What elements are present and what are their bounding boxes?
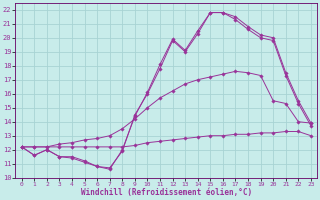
- X-axis label: Windchill (Refroidissement éolien,°C): Windchill (Refroidissement éolien,°C): [81, 188, 252, 197]
